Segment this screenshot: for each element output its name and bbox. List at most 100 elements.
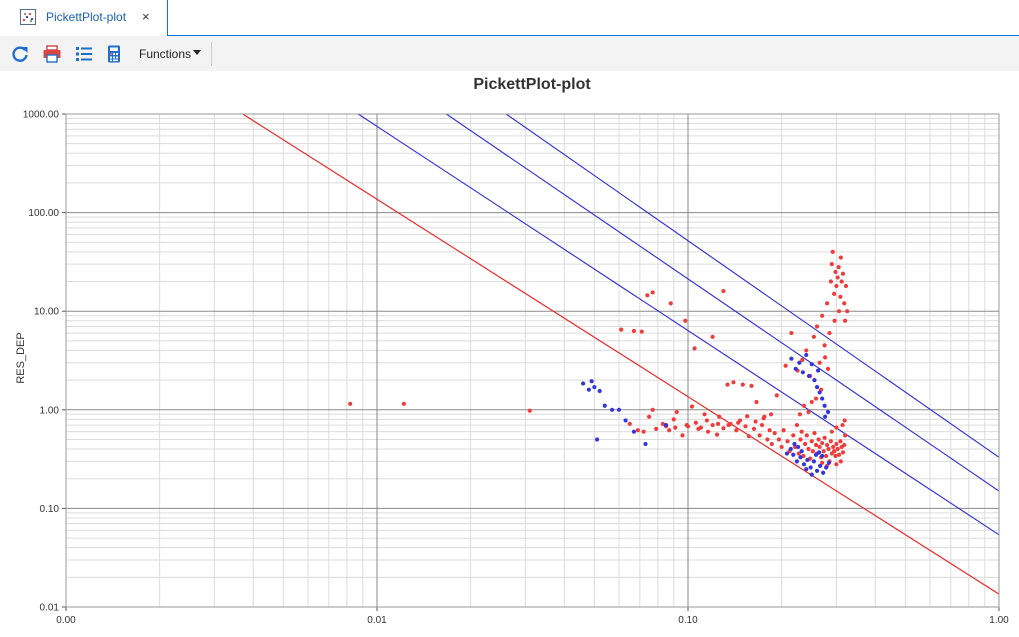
red-data-point <box>647 414 652 419</box>
red-data-point <box>759 422 765 428</box>
red-data-point <box>845 309 850 314</box>
functions-dropdown[interactable]: Functions <box>139 47 202 61</box>
red-data-point <box>813 396 819 401</box>
tab-bar-divider <box>168 35 1019 36</box>
red-data-point <box>835 275 840 280</box>
toolbar-separator <box>211 42 212 66</box>
blue-data-point <box>822 403 827 408</box>
red-data-point <box>835 446 840 452</box>
calculator-icon[interactable] <box>104 44 124 64</box>
red-data-point <box>838 255 843 260</box>
tab-bar: PickettPlot-plot × <box>0 0 1019 36</box>
red-data-point <box>838 459 843 464</box>
red-data-point <box>799 429 804 434</box>
red-data-point <box>840 450 846 455</box>
red-data-point <box>813 442 819 448</box>
blue-data-point <box>811 459 817 464</box>
blue-reference-line <box>357 113 1000 536</box>
red-data-point <box>627 421 632 426</box>
red-data-point <box>736 420 741 425</box>
red-data-point <box>801 403 807 408</box>
red-data-point <box>717 414 722 419</box>
scatter-plot-icon <box>20 9 36 25</box>
red-data-point <box>829 262 834 267</box>
scatter-points <box>348 249 850 477</box>
red-data-point <box>833 269 838 275</box>
red-data-point <box>831 444 836 450</box>
blue-data-point <box>818 463 823 468</box>
blue-data-point <box>826 460 832 465</box>
red-data-point <box>822 343 827 348</box>
red-data-point <box>704 418 709 423</box>
y-tick-label: 1.00 <box>40 405 60 416</box>
blue-data-point <box>806 373 812 379</box>
refresh-icon[interactable] <box>10 44 30 64</box>
blue-data-point <box>643 441 648 447</box>
red-data-point <box>825 366 831 371</box>
blue-data-point <box>798 455 803 460</box>
red-data-point <box>754 399 759 405</box>
red-data-point <box>817 444 822 450</box>
red-data-point <box>692 346 697 351</box>
red-data-point <box>650 407 655 412</box>
blue-data-point <box>794 459 800 464</box>
red-data-point <box>834 462 839 467</box>
red-data-point <box>797 412 803 417</box>
tab-pickettplot[interactable]: PickettPlot-plot × <box>0 0 168 36</box>
y-tick-label: 0.10 <box>40 504 60 515</box>
red-data-point <box>721 426 726 431</box>
blue-data-point <box>825 409 831 415</box>
red-data-point <box>673 425 678 430</box>
red-data-point <box>834 441 839 447</box>
red-data-point <box>743 424 748 429</box>
y-tick-label: 0.01 <box>40 603 60 614</box>
red-data-point <box>740 382 745 387</box>
red-data-point <box>761 416 766 421</box>
red-data-point <box>809 439 814 444</box>
red-data-point <box>842 301 847 306</box>
blue-reference-line <box>445 113 1000 492</box>
blue-data-point <box>784 451 790 456</box>
red-data-point <box>705 429 711 434</box>
red-data-point <box>401 401 406 406</box>
red-data-point <box>772 431 777 436</box>
plot-frame <box>65 113 1000 608</box>
red-data-point <box>842 442 847 448</box>
blue-data-point <box>820 396 825 401</box>
red-data-point <box>810 449 815 454</box>
minor-grid <box>66 114 999 607</box>
red-data-point <box>830 249 835 254</box>
red-data-point <box>803 441 808 447</box>
red-data-point <box>751 426 757 432</box>
red-data-point <box>684 422 689 428</box>
blue-data-point <box>793 366 798 371</box>
red-data-point <box>749 383 754 388</box>
close-icon[interactable]: × <box>142 9 150 24</box>
red-data-point <box>731 380 736 385</box>
printer-icon[interactable] <box>42 44 62 64</box>
blue-data-point <box>594 437 600 442</box>
blue-reference-line <box>505 113 1000 458</box>
red-data-point <box>645 293 650 298</box>
blue-data-point <box>796 444 801 450</box>
blue-data-point <box>592 384 597 390</box>
red-data-point <box>635 428 640 433</box>
red-data-point <box>824 301 830 306</box>
red-data-point <box>820 460 825 465</box>
red-data-point <box>816 437 821 442</box>
blue-data-point <box>586 387 591 392</box>
red-data-point <box>765 437 770 442</box>
red-data-point <box>832 449 837 454</box>
red-data-point <box>834 425 839 430</box>
red-data-point <box>822 435 827 440</box>
blue-data-point <box>812 378 817 383</box>
x-tick-label: 0.10 <box>678 615 698 626</box>
red-data-point <box>836 309 842 314</box>
red-data-point <box>842 418 847 423</box>
list-icon[interactable] <box>74 44 94 64</box>
major-grid <box>65 113 1000 608</box>
red-data-point <box>702 412 707 417</box>
blue-data-point <box>609 407 615 412</box>
red-data-point <box>820 313 825 318</box>
blue-data-point <box>817 450 822 455</box>
